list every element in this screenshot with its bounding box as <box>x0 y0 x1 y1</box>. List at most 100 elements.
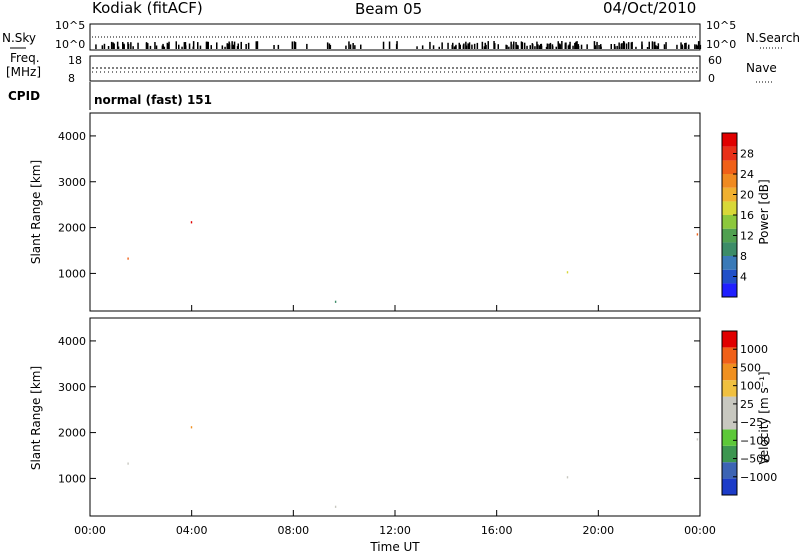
colorbar-swatch <box>722 242 737 256</box>
nsky-bar <box>575 41 577 49</box>
nsky-bar <box>256 41 259 49</box>
nsky-bar <box>684 43 686 49</box>
nsky-bar <box>665 42 667 49</box>
freq-tick-top: 18 <box>68 54 82 67</box>
nsky-bar <box>635 46 637 49</box>
nsky-bar <box>529 45 531 49</box>
power-panel-frame <box>89 112 701 312</box>
nsky-bar <box>513 41 515 49</box>
nsky-bar <box>277 44 280 49</box>
nsky-bar <box>641 41 643 49</box>
nsky-bar <box>233 44 235 49</box>
vel-echo-cell <box>696 438 699 441</box>
freq-label-2: [MHz] <box>6 65 41 79</box>
x-tick-label: 16:00 <box>481 524 513 537</box>
nave-tick-top: 60 <box>708 54 722 67</box>
x-tick-label: 12:00 <box>379 524 411 537</box>
power-ytick-label: 2000 <box>58 222 86 235</box>
x-tick-label: 00:00 <box>74 524 106 537</box>
nsky-bar <box>166 42 169 49</box>
nsky-bar <box>508 46 510 49</box>
nsky-bar <box>432 45 435 49</box>
nsky-bar <box>273 45 275 49</box>
nsky-bar <box>471 44 473 49</box>
power-echo-cell <box>334 300 337 303</box>
nsky-bar <box>497 44 499 49</box>
nsky-bar <box>586 44 588 49</box>
nsky-panel-frame <box>89 23 701 51</box>
colorbar-tick-label: 25 <box>740 398 754 411</box>
nsky-bar <box>593 41 596 49</box>
colorbar-swatch <box>722 146 737 161</box>
velocity-colorbar-label: Velocity [m s⁻¹] <box>757 371 771 464</box>
nsky-bar <box>360 44 362 49</box>
colorbar-tick-label: 16 <box>740 209 754 222</box>
colorbar-swatch <box>722 269 737 284</box>
colorbar-tick-label: 500 <box>740 361 761 374</box>
nsky-bar <box>162 45 164 49</box>
nsky-bar <box>555 46 557 49</box>
nsky-bar <box>596 41 598 49</box>
nsky-bar <box>130 42 132 49</box>
nsky-bar <box>623 42 626 49</box>
nsky-bar <box>552 46 554 49</box>
nsky-bar <box>458 42 460 49</box>
nsky-bar <box>646 47 649 49</box>
nsky-bar <box>663 44 666 49</box>
power-ytick-label: 1000 <box>58 267 86 280</box>
nsky-tick-top: 10^5 <box>55 19 85 32</box>
nsky-bar <box>681 44 684 49</box>
cpid-label: CPID <box>8 89 40 103</box>
nsky-bar <box>625 43 628 49</box>
nsky-bar <box>688 44 690 49</box>
x-tick-label: 08:00 <box>277 524 309 537</box>
colorbar-swatch <box>722 201 737 215</box>
nsky-bar <box>685 42 687 49</box>
nsky-bar <box>123 45 125 49</box>
nsky-bar <box>494 43 496 49</box>
beam-title: Beam 05 <box>355 0 422 18</box>
colorbar-tick-label: 20 <box>740 189 754 202</box>
vel-ytick-label: 1000 <box>58 472 86 485</box>
nsky-bar <box>188 43 191 49</box>
nsearch-tick-top: 10^5 <box>706 19 736 32</box>
vel-echo-cell <box>566 476 569 479</box>
nsky-bar <box>294 42 297 49</box>
nsky-bar <box>451 44 453 49</box>
nsky-bar <box>459 44 461 49</box>
vel-echo-cell <box>127 462 129 465</box>
freq-tick-bottom: 8 <box>68 72 75 85</box>
nsky-bar <box>168 43 170 49</box>
nsky-bar <box>205 41 208 49</box>
colorbar-tick-label: −1000 <box>740 471 777 484</box>
colorbar-swatch <box>722 283 737 297</box>
colorbar-swatch <box>722 215 737 229</box>
nsky-bar <box>557 41 559 49</box>
nsky-bar <box>485 44 487 49</box>
nsky-bar <box>487 41 489 49</box>
nsky-bar <box>103 43 106 49</box>
nsky-bar <box>526 45 528 49</box>
nsky-bar <box>240 41 242 49</box>
nsky-bar <box>306 43 308 49</box>
nsky-bar <box>329 45 332 49</box>
nsky-bar <box>354 45 356 49</box>
power-echo-cell <box>566 271 569 274</box>
nsky-bar <box>328 43 331 49</box>
nsky-bar <box>506 45 508 49</box>
nsky-bar <box>520 41 523 49</box>
x-tick-label: 04:00 <box>176 524 208 537</box>
nsky-bar <box>132 46 134 49</box>
colorbar-swatch <box>722 331 737 348</box>
nsky-bar <box>618 42 620 49</box>
nsky-bar <box>521 42 524 49</box>
nsky-bar <box>655 45 657 49</box>
nsky-bar <box>216 42 218 49</box>
nsky-label: N.Sky <box>2 31 36 45</box>
nsky-bar <box>540 45 543 49</box>
radar-title: Kodiak (fitACF) <box>92 0 203 17</box>
nsky-bar <box>468 43 470 49</box>
nsky-bar <box>441 42 443 49</box>
colorbar-tick-label: 12 <box>740 230 754 243</box>
nsky-bar <box>699 44 702 49</box>
